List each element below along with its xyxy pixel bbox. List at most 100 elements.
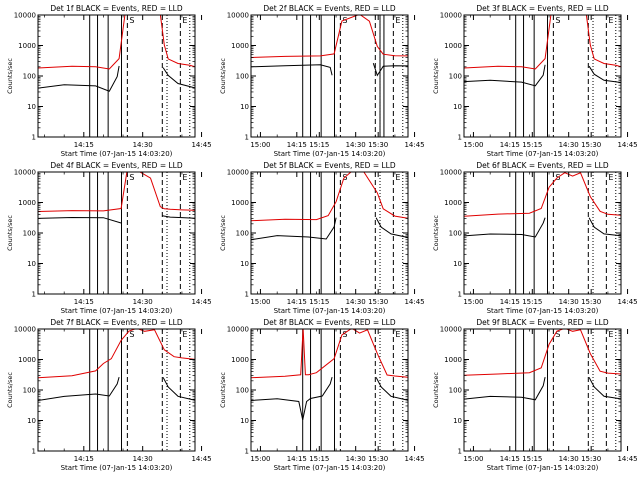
x-tick-label: 14:30 — [559, 141, 579, 149]
y-tick-label: 100 — [23, 387, 36, 395]
black-events-series — [251, 376, 408, 421]
y-tick-label: 1000 — [444, 356, 462, 364]
x-axis-label: Start Time (07-Jan-15 14:03:20) — [487, 150, 599, 158]
x-tick-label: 14:45 — [617, 141, 637, 149]
y-axis-label: Counts/sec — [219, 58, 227, 94]
x-axis-label: Start Time (07-Jan-15 14:03:20) — [487, 464, 599, 472]
y-tick-label: 10000 — [440, 326, 462, 334]
red-lld-series — [38, 329, 195, 379]
x-tick-label: 15:00 — [463, 298, 483, 306]
red-lld-series — [464, 15, 621, 70]
x-tick-label: 15:15 — [522, 141, 542, 149]
black-events-series — [464, 64, 621, 87]
panel-det-4: Det 4f BLACK = Events, RED = LLD S E 1 10 100… — [6, 161, 388, 315]
y-axis-label: Counts/sec — [432, 58, 440, 94]
x-axis-label: Start Time (07-Jan-15 14:03:20) — [61, 307, 173, 315]
y-tick-label: 1 — [32, 291, 36, 299]
y-tick-label: 1000 — [231, 356, 249, 364]
y-tick-label: 1000 — [18, 356, 36, 364]
x-tick-label: 15:00 — [463, 455, 483, 463]
flag-label: S — [129, 330, 134, 339]
x-tick-label: 14:30 — [346, 141, 366, 149]
y-tick-label: 1000 — [231, 199, 249, 207]
y-tick-label: 1 — [458, 134, 462, 142]
panel-title: Det 5f BLACK = Events, RED = LLD — [263, 161, 396, 170]
panel-title: Det 4f BLACK = Events, RED = LLD — [50, 161, 183, 170]
plot-frame — [250, 14, 409, 138]
x-tick-label: 14:30 — [133, 298, 153, 306]
y-tick-label: 10 — [453, 417, 462, 425]
red-lld-series — [38, 15, 195, 70]
y-tick-label: 1 — [245, 448, 249, 456]
x-tick-label: 15:30 — [581, 141, 601, 149]
x-tick-label: 14:30 — [133, 141, 153, 149]
flag-label: E — [182, 173, 187, 182]
black-events-series — [464, 217, 621, 238]
y-tick-label: 1 — [458, 448, 462, 456]
y-tick-label: 10 — [27, 260, 36, 268]
x-axis-label: Start Time (07-Jan-15 14:03:20) — [274, 464, 386, 472]
y-tick-label: 10 — [27, 103, 36, 111]
y-tick-label: 10 — [240, 103, 249, 111]
y-tick-label: 10000 — [14, 169, 36, 177]
x-tick-label: 15:15 — [309, 455, 329, 463]
flag-label: S — [555, 16, 560, 25]
red-lld-series — [251, 172, 408, 222]
panel-title: Det 7f BLACK = Events, RED = LLD — [50, 318, 183, 327]
plot-frame — [37, 14, 196, 138]
panel-det-6: Det 6f BLACK = Events, RED = LLD S E1 10 100… — [432, 161, 638, 315]
y-tick-label: 10000 — [14, 12, 36, 20]
y-tick-label: 100 — [449, 230, 462, 238]
x-tick-label: 14:45 — [404, 298, 424, 306]
x-tick-label: 15:15 — [309, 298, 329, 306]
y-axis-label: Counts/sec — [432, 215, 440, 251]
black-events-series — [251, 217, 408, 241]
y-tick-label: 1000 — [18, 42, 36, 50]
x-axis-label: Start Time (07-Jan-15 14:03:20) — [61, 150, 173, 158]
x-tick-label: 14:30 — [133, 455, 153, 463]
y-tick-label: 100 — [236, 387, 249, 395]
flag-label: S — [129, 16, 134, 25]
flag-label: S — [129, 173, 134, 182]
black-events-series — [38, 215, 195, 224]
x-tick-label: 14:30 — [559, 298, 579, 306]
red-lld-series — [251, 15, 408, 58]
red-lld-series — [251, 329, 408, 379]
flag-label: E — [608, 173, 613, 182]
panel-title: Det 8f BLACK = Events, RED = LLD — [263, 318, 396, 327]
y-tick-label: 100 — [236, 230, 249, 238]
plot-frame — [463, 171, 622, 295]
y-tick-label: 10000 — [227, 169, 249, 177]
black-events-series — [38, 376, 195, 401]
y-tick-label: 10000 — [227, 12, 249, 20]
y-tick-label: 1000 — [18, 199, 36, 207]
y-tick-label: 1 — [32, 134, 36, 142]
y-axis-label: Counts/sec — [219, 215, 227, 251]
panel-title: Det 3f BLACK = Events, RED = LLD — [476, 4, 609, 13]
x-tick-label: 14:15 — [74, 455, 94, 463]
x-tick-label: 14:15 — [74, 298, 94, 306]
red-lld-series — [464, 172, 621, 217]
x-tick-label: 14:15 — [287, 455, 307, 463]
x-tick-label: 14:15 — [287, 298, 307, 306]
x-axis-label: Start Time (07-Jan-15 14:03:20) — [274, 307, 386, 315]
x-tick-label: 15:30 — [368, 455, 388, 463]
plot-frame — [250, 171, 409, 295]
x-tick-label: 15:15 — [522, 298, 542, 306]
y-tick-label: 1000 — [444, 199, 462, 207]
x-tick-label: 14:45 — [404, 455, 424, 463]
x-tick-label: 15:00 — [250, 455, 270, 463]
x-axis-label: Start Time (07-Jan-15 14:03:20) — [61, 464, 173, 472]
red-lld-series — [38, 172, 195, 212]
